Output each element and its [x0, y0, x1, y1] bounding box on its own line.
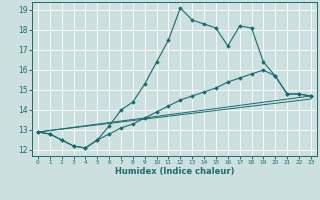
X-axis label: Humidex (Indice chaleur): Humidex (Indice chaleur) — [115, 167, 234, 176]
